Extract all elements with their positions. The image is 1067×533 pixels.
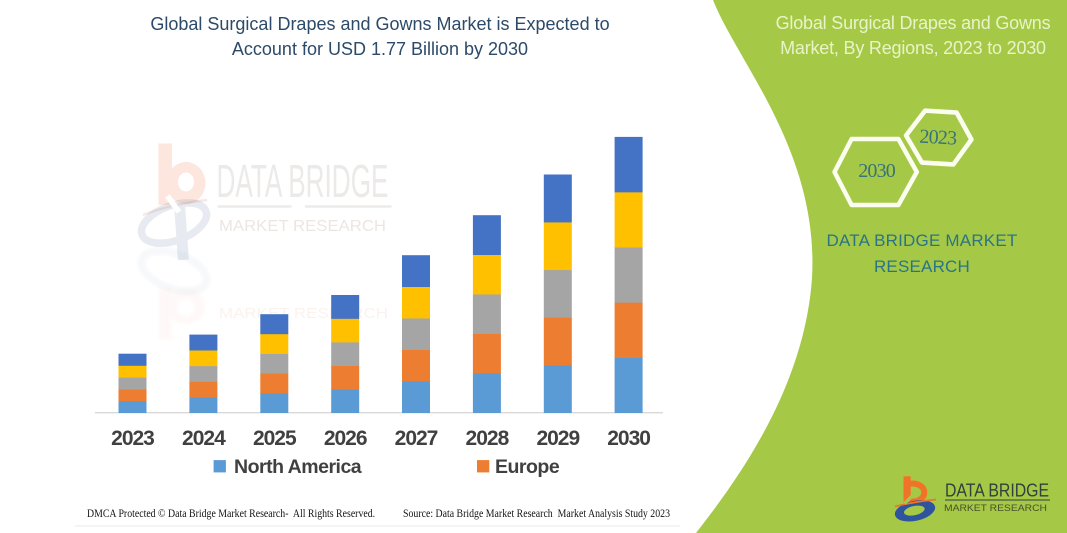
svg-text:2023: 2023 xyxy=(919,126,958,150)
svg-text:MARKET RESEARCH: MARKET RESEARCH xyxy=(219,305,388,322)
svg-text:MARKET RESEARCH: MARKET RESEARCH xyxy=(219,218,386,235)
svg-text:2030: 2030 xyxy=(858,160,896,182)
svg-text:MARKET RESEARCH: MARKET RESEARCH xyxy=(944,503,1047,513)
svg-text:DATA BRIDGE: DATA BRIDGE xyxy=(217,155,389,207)
svg-text:DATA BRIDGE: DATA BRIDGE xyxy=(945,481,1049,501)
